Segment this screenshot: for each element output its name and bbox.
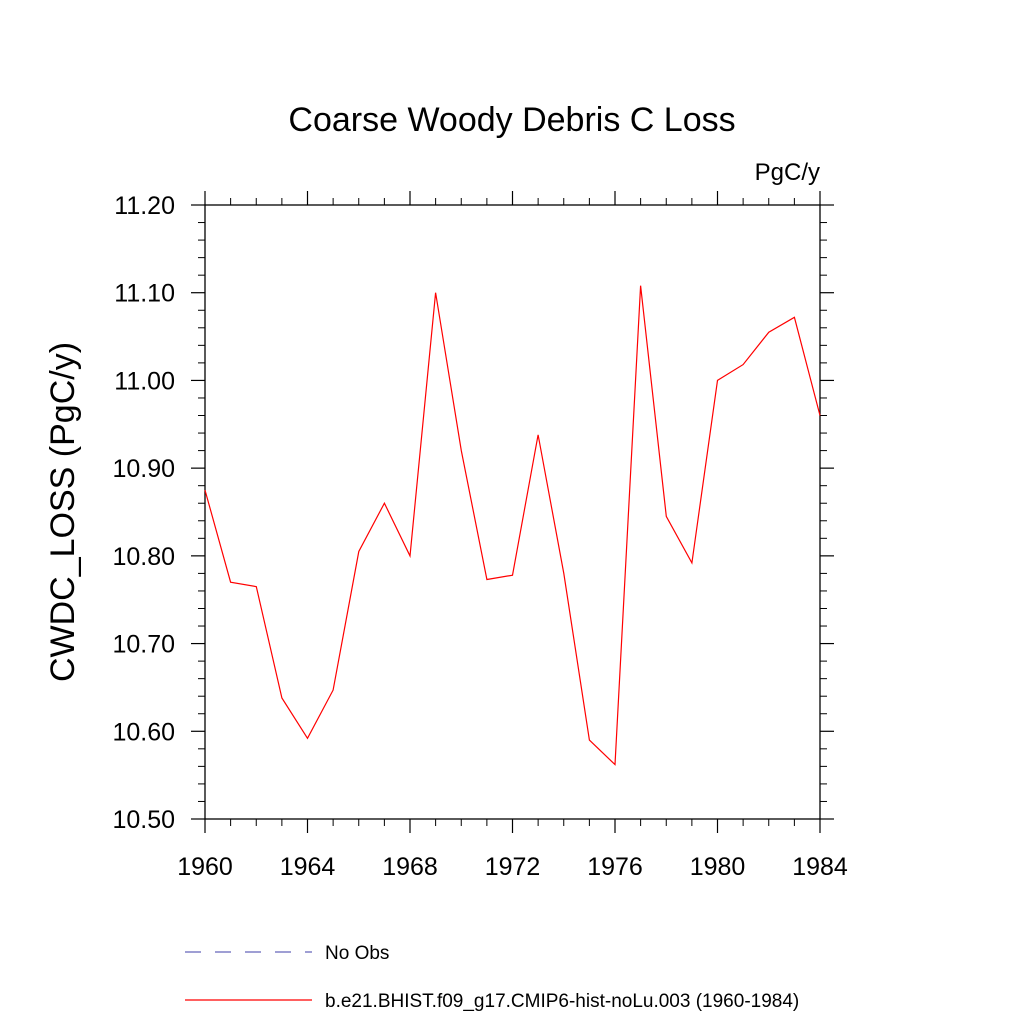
major-ticks [191, 191, 834, 833]
x-tick-label: 1980 [690, 853, 746, 881]
series-layer [204, 285, 821, 766]
x-tick-label: 1976 [587, 853, 643, 881]
legend-label-model: b.e21.BHIST.f09_g17.CMIP6-hist-noLu.003 … [325, 991, 799, 1012]
y-tick-label: 11.10 [114, 280, 175, 308]
plot-frame [204, 204, 821, 820]
x-tick-label: 1968 [382, 853, 438, 881]
chart-title: Coarse Woody Debris C Loss [288, 101, 735, 139]
y-axis-label: CWDC_LOSS (PgC/y) [44, 342, 82, 682]
x-tick-label: 1960 [177, 853, 233, 881]
y-tick-label: 11.00 [114, 367, 175, 395]
y-tick-label: 10.80 [112, 543, 175, 571]
x-tick-label: 1984 [792, 853, 848, 881]
y-tick-label: 11.20 [114, 192, 175, 220]
minor-ticks [198, 198, 827, 826]
y-tick-label: 10.50 [112, 806, 175, 834]
legend-label-no-obs: No Obs [325, 943, 389, 964]
y-tick-label: 10.90 [112, 455, 175, 483]
series-line-0 [204, 285, 821, 766]
y-tick-label: 10.70 [112, 631, 175, 659]
y-tick-label: 10.60 [112, 718, 175, 746]
x-tick-label: 1972 [485, 853, 541, 881]
tick-labels: 1960 1964 1968 1972 1976 1980 1984 10.50 10.60 10… [112, 192, 847, 881]
units-label: PgC/y [755, 159, 820, 186]
x-tick-label: 1964 [280, 853, 336, 881]
legend: No Obs b.e21.BHIST.f09_g17.CMIP6-hist-no… [185, 943, 799, 1012]
